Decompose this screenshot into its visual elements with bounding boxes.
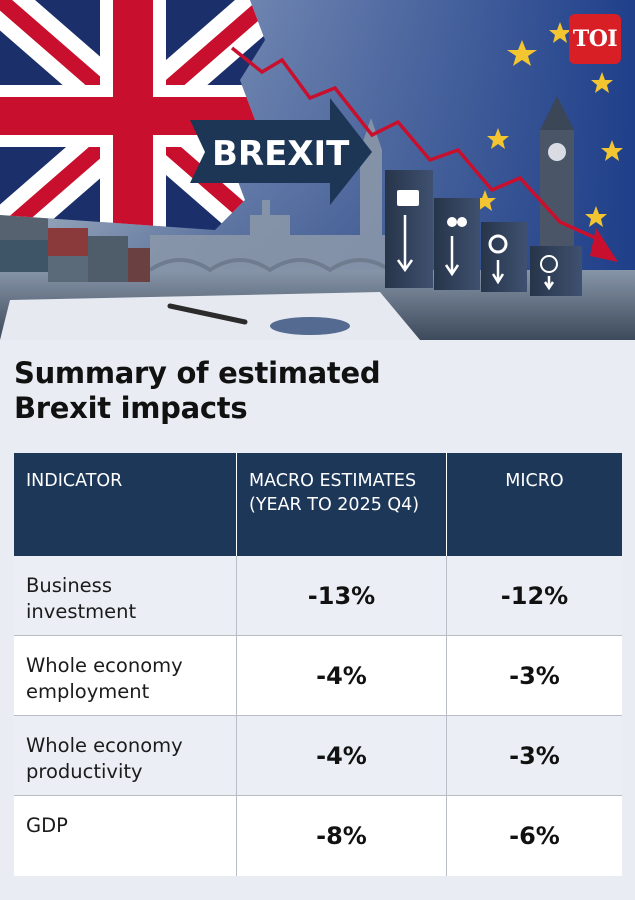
table-row: Whole economy employment -4% -3% (14, 636, 622, 716)
toi-logo: TOI (569, 14, 621, 64)
bar-gear (481, 222, 527, 292)
table-row: GDP -8% -6% (14, 796, 622, 876)
micro-value-cell: -6% (509, 822, 560, 850)
column-header-indicator: INDICATOR (14, 453, 237, 556)
macro-value-cell: -4% (237, 636, 447, 715)
macro-value-cell: -8% (237, 796, 447, 876)
bar-globe (530, 246, 582, 296)
big-ben (540, 96, 574, 250)
gear-icon (488, 234, 508, 254)
brexit-arrow-label: BREXIT (212, 134, 350, 174)
bar-briefcase (385, 170, 433, 288)
table-header: INDICATOR MACRO ESTIMATES (YEAR TO 2025 … (14, 453, 622, 556)
brexit-illustration: BREXIT (0, 0, 635, 340)
micro-value-cell: -3% (509, 741, 560, 770)
document-with-pen (0, 292, 420, 340)
briefcase-icon (397, 190, 419, 206)
table-row: Business investment -13% -12% (14, 556, 622, 636)
micro-value-cell: -3% (509, 661, 560, 690)
document-pie-chart (270, 317, 350, 335)
column-header-macro: MACRO ESTIMATES (YEAR TO 2025 Q4) (237, 453, 447, 556)
globe-icon (540, 255, 558, 273)
macro-value-cell: -4% (237, 716, 447, 795)
falling-trend-line (230, 46, 601, 242)
hero-illustration: BREXIT (0, 0, 635, 340)
macro-value-cell: -13% (237, 556, 447, 635)
indicator-cell: Business investment (14, 556, 237, 635)
declining-bars (385, 170, 582, 296)
indicator-cell: Whole economy productivity (14, 716, 237, 795)
column-header-micro: MICRO (505, 471, 564, 491)
indicator-cell: Whole economy employment (14, 636, 237, 715)
micro-value-cell: -12% (500, 581, 569, 610)
people-icon (447, 217, 457, 227)
bridge (148, 258, 392, 273)
brexit-arrow: BREXIT (190, 98, 372, 205)
table-body: Business investment -13% -12% Whole econ… (14, 556, 622, 876)
trend-arrowhead (590, 228, 618, 262)
table-row: Whole economy productivity -4% -3% (14, 716, 622, 796)
page-title: Summary of estimated Brexit impacts (14, 356, 381, 425)
union-jack-flag (0, 0, 265, 230)
pen-icon (167, 303, 248, 325)
impacts-table: INDICATOR MACRO ESTIMATES (YEAR TO 2025 … (14, 453, 622, 876)
indicator-cell: GDP (14, 796, 237, 876)
bar-people (434, 198, 480, 290)
